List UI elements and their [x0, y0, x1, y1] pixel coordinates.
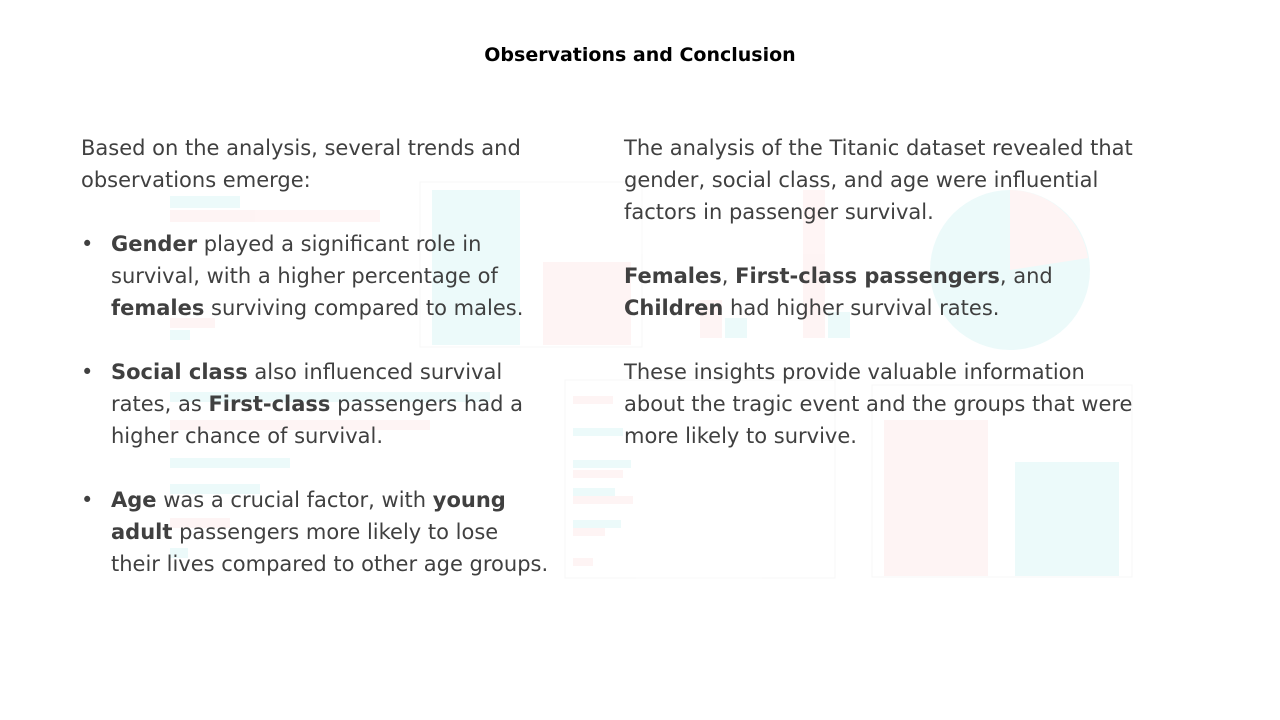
watermark-bar: [573, 496, 633, 504]
bold-term: First-class: [208, 392, 331, 416]
bold-term: Gender: [111, 232, 198, 256]
conclusion-paragraph-2: Females, First-class passengers, and Chi…: [624, 260, 1144, 324]
paragraph-text: had higher survival rates.: [723, 296, 1000, 320]
watermark-bar: [543, 262, 631, 345]
bullet-text: played a significant role in survival, w…: [111, 232, 498, 288]
bullet-gender: Gender played a significant role in surv…: [81, 228, 551, 324]
intro-paragraph: Based on the analysis, several trends an…: [81, 136, 521, 192]
watermark-bar: [573, 460, 631, 468]
conclusion-paragraph-3: These insights provide valuable informat…: [624, 360, 1133, 448]
watermark-bar: [573, 528, 605, 536]
bullet-text: was a crucial factor, with: [156, 488, 433, 512]
bold-term: Age: [111, 488, 157, 512]
paragraph-text: ,: [721, 264, 736, 288]
watermark-bar: [573, 470, 623, 478]
bold-term: females: [111, 296, 205, 320]
bold-term: young adult: [111, 488, 506, 544]
paragraph-text: , and: [999, 264, 1053, 288]
watermark-bar: [573, 520, 621, 528]
watermark-bar: [573, 558, 593, 566]
conclusion-paragraph-1: The analysis of the Titanic dataset reve…: [624, 136, 1133, 224]
watermark-bar: [573, 396, 613, 404]
watermark-bar: [573, 488, 615, 496]
bold-term: Social class: [111, 360, 248, 384]
observations-column: Based on the analysis, several trends an…: [81, 132, 551, 612]
bullet-age: Age was a crucial factor, with young adu…: [81, 484, 551, 580]
observations-list: Gender played a significant role in surv…: [81, 228, 551, 580]
bullet-text: surviving compared to males.: [204, 296, 524, 320]
slide-title: Observations and Conclusion: [484, 44, 796, 66]
conclusion-column: The analysis of the Titanic dataset reve…: [624, 132, 1144, 484]
bold-term: Females: [624, 264, 722, 288]
bullet-text: also influenced survival rates, as: [111, 360, 503, 416]
bold-term: Children: [624, 296, 724, 320]
bold-term: First-class passengers: [735, 264, 1000, 288]
bullet-social-class: Social class also influenced survival ra…: [81, 356, 551, 452]
bullet-text: passengers more likely to lose their liv…: [111, 520, 549, 576]
watermark-bar: [573, 428, 623, 436]
bullet-text: passengers had a higher chance of surviv…: [111, 392, 523, 448]
